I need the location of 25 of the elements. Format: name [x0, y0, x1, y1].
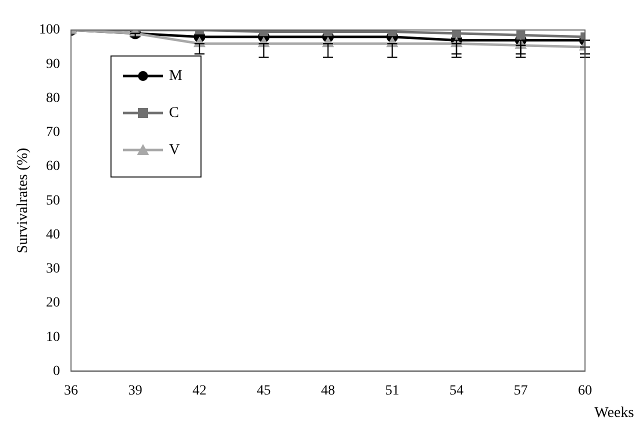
y-tick-label: 70	[46, 125, 60, 140]
y-tick-label: 40	[46, 227, 60, 242]
x-axis-title: Weeks	[594, 404, 634, 421]
y-tick-label: 50	[46, 193, 60, 208]
legend-label: V	[169, 142, 180, 158]
x-tick-label: 42	[192, 383, 206, 398]
y-tick-label: 30	[46, 262, 60, 277]
y-tick-label: 0	[53, 364, 60, 379]
y-tick-label: 100	[39, 22, 60, 38]
x-tick-label: 54	[450, 383, 464, 398]
x-tick-label: 51	[385, 383, 400, 398]
legend-label: C	[169, 104, 180, 121]
legend-label: M	[169, 68, 182, 84]
x-tick-label: 48	[321, 383, 335, 398]
y-tick-label: 60	[46, 159, 60, 174]
y-axis-title: Survivalrates (%)	[14, 148, 31, 254]
x-tick-label: 45	[256, 383, 271, 398]
x-tick-label: 36	[64, 383, 78, 398]
x-tick-label: 60	[578, 383, 592, 398]
y-tick-label: 80	[46, 90, 60, 106]
y-tick-label: 90	[46, 56, 60, 72]
x-tick-label: 39	[128, 383, 142, 398]
x-tick-label: 57	[514, 383, 528, 398]
y-tick-label: 10	[46, 330, 60, 345]
y-tick-label: 20	[46, 296, 60, 311]
